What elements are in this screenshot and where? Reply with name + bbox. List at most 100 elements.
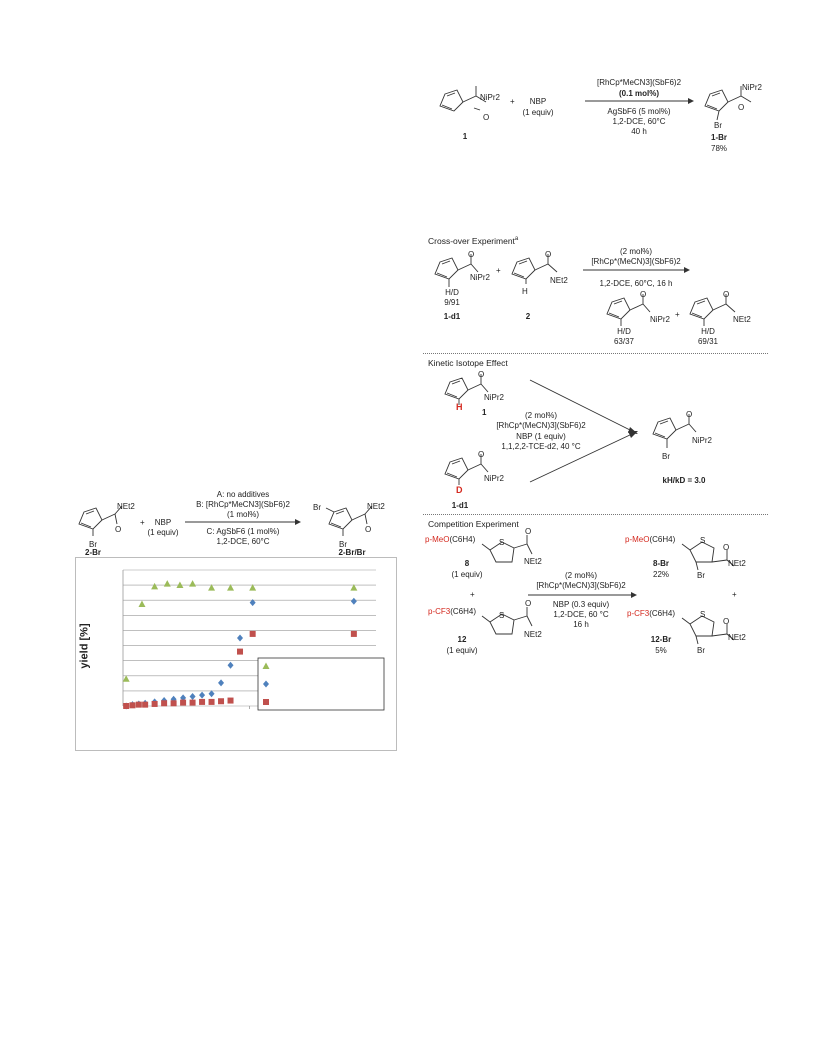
chart-plot [122,569,385,711]
chart-point [237,648,244,655]
chart-legend-marker [263,699,269,705]
s1-sub: NEt2 [524,557,542,566]
p2-o-label: O [723,617,730,626]
s1-label: 8 [464,559,470,568]
kie-product-br: Br [662,452,670,461]
competition-title: Competition Experiment [428,519,519,529]
furan-structure-2br [78,505,123,536]
p1-aryl: p-MeO(C6H4) [625,535,676,544]
product-o-label: O [738,103,745,112]
s2-equiv: (1 equiv) [446,646,478,655]
chart-point [170,700,177,707]
kie-cond-reagent: NBP (1 equiv) [516,432,566,441]
chart-point [189,699,196,706]
p2-o-label: O [723,290,730,299]
p1-sub: NEt2 [728,559,746,568]
condition-additive: AgSbF6 (5 mol%) [607,107,671,116]
yield-chart: yield [%] [75,557,397,751]
s2-sub: NEt2 [524,630,542,639]
s2-s-atom: S [499,611,505,620]
p1-o-label: O [640,290,647,299]
chart-point [122,675,130,682]
product-amide-sub: NiPr2 [742,83,763,92]
chart-point [129,702,136,709]
comp-cond-loading: (2 mol%) [564,571,598,580]
p2-label: 12-Br [650,635,672,644]
p1-o-label: O [723,543,730,552]
thiophene-structure-12br [681,615,735,645]
product-br: Br [714,121,722,130]
plus-sign-1: + [470,590,475,599]
chart-point [218,679,225,687]
chart-point [199,698,206,705]
chart-point [227,661,234,669]
cross-arrow [583,267,690,273]
chart-point [249,584,257,591]
chart-point [249,630,256,637]
left-cond-c: C: AgSbF6 (1 mol%) [206,527,280,536]
p1-yield: 22% [652,570,670,579]
kie-r1-o-label: O [478,370,485,379]
r1-o-label: O [468,250,475,259]
s1-aryl: p-MeO(C6H4) [425,535,476,544]
kie-r1-sub: NiPr2 [484,393,505,402]
chart-point [189,692,196,700]
kie-r2-sub: NiPr2 [484,474,505,483]
s2-label: 12 [457,635,467,644]
comp-cond-catalyst: [RhCp*(MeCN)3](SbF6)2 [536,581,626,590]
chart-point [176,581,184,588]
kie-arrow-2 [529,431,638,483]
reactant-o-label: O [483,113,490,122]
reagent: NBP [529,97,547,106]
kie-cond-catalyst: [RhCp*(MeCN)3](SbF6)2 [496,421,586,430]
p1-s-atom: S [700,536,706,545]
chart-point [208,584,216,591]
left-product-sub: NEt2 [367,502,385,511]
chart-point [123,703,130,709]
chart-point [208,690,215,698]
divider-1 [423,353,768,354]
p2-br: Br [697,646,705,655]
furan-structure-kie-product [652,414,697,448]
chart-point [350,584,358,591]
furan-structure-kie-1 [444,374,489,405]
reagent-equiv: (1 equiv) [522,108,554,117]
p1-label: 8-Br [652,559,670,568]
p1-hd: H/D [617,327,631,336]
p2-s-atom: S [700,610,706,619]
product-yield: 78% [710,144,728,153]
chart-point [161,700,168,707]
left-reactant-label: 2-Br [84,548,102,557]
comp-cond-solvent: 1,2-DCE, 60 °C [553,610,609,619]
cross-cond-catalyst: [RhCp*(MeCN)3](SbF6)2 [591,257,681,266]
plus-sign: + [675,310,680,319]
left-product-label: 2-Br/Br [338,548,366,557]
furan-structure-1 [439,86,487,112]
reactant-amide-sub: NiPr2 [480,93,501,102]
chart-point [237,634,244,642]
chart-point [142,701,149,708]
left-cond-solvent: 1,2-DCE, 60°C [216,537,270,546]
p1-ratio: 63/37 [613,337,635,346]
chart-point [163,580,171,587]
kie-cond-solvent: 1,1,2,2-TCE-d2, 40 °C [501,442,581,451]
furan-structure-2brbr [325,505,373,536]
comp-cond-time: 16 h [573,620,589,629]
thiophene-structure-8br [681,541,735,571]
furan-structure-kie-2 [444,454,489,485]
p2-amide-sub: NEt2 [733,315,751,324]
chart-point [208,698,215,705]
left-product-br2: Br [339,540,347,549]
chart-point [350,597,357,605]
kie-cond-loading: (2 mol%) [524,411,558,420]
kie-r2-o-label: O [478,450,485,459]
chart-legend-marker [263,680,269,688]
p2-yield: 5% [655,646,667,655]
chart-point [249,599,256,607]
kie-r1-label: 1 [482,408,487,417]
r1-ratio: 9/91 [444,298,460,307]
condition-time: 40 h [631,127,647,136]
left-cond-a: A: no additives [216,490,270,499]
chart-point [350,630,357,637]
left-product-o: O [365,525,372,534]
